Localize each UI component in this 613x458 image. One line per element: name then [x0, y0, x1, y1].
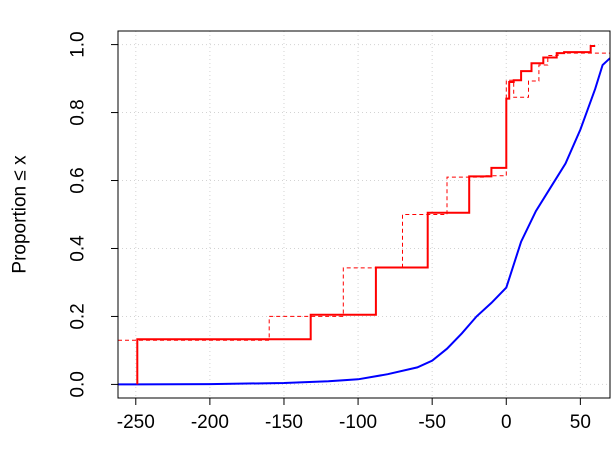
grid — [118, 31, 610, 398]
x-tick-label: 0 — [501, 412, 512, 433]
x-tick-label: -100 — [339, 412, 377, 433]
y-tick-label: 1.0 — [68, 31, 89, 57]
y-axis-title: Proportion ≤ x — [10, 155, 31, 274]
x-tick-label: -250 — [117, 412, 155, 433]
y-tick-label: 0.2 — [68, 303, 89, 329]
plot-frame — [117, 30, 611, 399]
x-tick-label: 50 — [570, 412, 591, 433]
y-tick-label: 0.4 — [68, 235, 89, 262]
y-tick-label: 0.0 — [68, 371, 89, 397]
y-tick-label: 0.6 — [68, 167, 89, 193]
x-axis: -250 -200 -150 -100 -50 0 50 — [117, 398, 591, 433]
series-red-dashed-step — [118, 52, 610, 341]
x-tick-label: -200 — [191, 412, 229, 433]
plot-series — [118, 45, 610, 386]
series-red-solid-step — [136, 45, 596, 385]
x-tick-label: -150 — [265, 412, 303, 433]
series-blue-curve — [118, 57, 610, 386]
y-tick-label: 0.8 — [68, 99, 89, 125]
series-group — [118, 45, 610, 386]
x-tick-label: -50 — [418, 412, 445, 433]
y-axis: 0.0 0.2 0.4 0.6 0.8 1.0 — [68, 31, 118, 398]
